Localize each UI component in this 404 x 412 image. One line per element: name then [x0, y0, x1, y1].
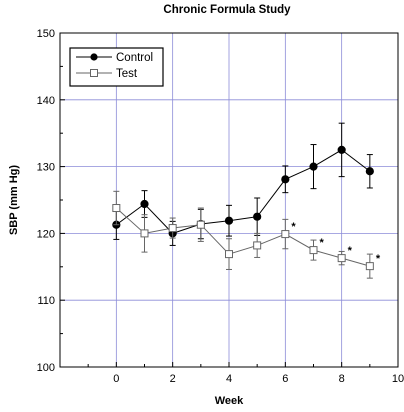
x-axis-label: Week	[215, 395, 244, 407]
series-test	[112, 190, 374, 279]
test-point	[168, 224, 177, 233]
control-point	[281, 175, 290, 184]
control-point	[253, 212, 262, 221]
test-point	[112, 204, 121, 213]
significance-marker: *	[320, 237, 325, 249]
chart-title: Chronic Formula Study	[163, 4, 291, 16]
test-point	[140, 229, 149, 238]
axis-ticks: 0 2 4 6 8 10 100 110 120 130 140 150	[37, 28, 404, 385]
significance-marker: *	[376, 253, 381, 265]
legend-box	[69, 47, 164, 87]
y-tick-label: 120	[37, 228, 55, 240]
legend-test-marker	[90, 69, 98, 77]
legend-control-marker	[90, 53, 98, 61]
test-point	[281, 230, 290, 239]
test-point	[365, 262, 374, 271]
control-point	[140, 199, 149, 209]
test-point	[253, 241, 262, 250]
annotation-layer: * * * *	[291, 221, 381, 265]
legend-test-label: Test	[116, 68, 138, 80]
x-tick-label: 6	[282, 373, 288, 385]
legend-control-label: Control	[116, 52, 153, 64]
significance-marker: *	[291, 221, 296, 233]
x-tick-label: 0	[113, 373, 119, 385]
x-tick-label: 2	[170, 373, 176, 385]
control-point	[337, 145, 346, 154]
y-tick-label: 130	[37, 162, 55, 174]
y-tick-label: 110	[37, 295, 55, 307]
series-layer	[112, 122, 374, 279]
test-point	[309, 246, 318, 255]
control-point	[365, 167, 374, 176]
series-control	[112, 122, 374, 246]
legend: Control Test	[69, 47, 164, 87]
y-tick-label: 100	[37, 362, 55, 374]
significance-marker: *	[348, 245, 353, 257]
y-axis-label: SBP (mm Hg)	[8, 165, 20, 235]
control-point	[224, 216, 234, 225]
x-tick-label: 4	[226, 373, 232, 385]
test-point	[225, 250, 233, 259]
test-point	[337, 254, 346, 263]
x-tick-label: 8	[339, 373, 345, 385]
x-tick-label: 10	[392, 373, 404, 385]
y-tick-label: 140	[37, 95, 55, 107]
test-line	[115, 207, 370, 267]
control-line	[116, 149, 371, 234]
y-tick-label: 150	[37, 28, 55, 40]
control-point	[309, 162, 318, 171]
test-point	[196, 220, 205, 229]
